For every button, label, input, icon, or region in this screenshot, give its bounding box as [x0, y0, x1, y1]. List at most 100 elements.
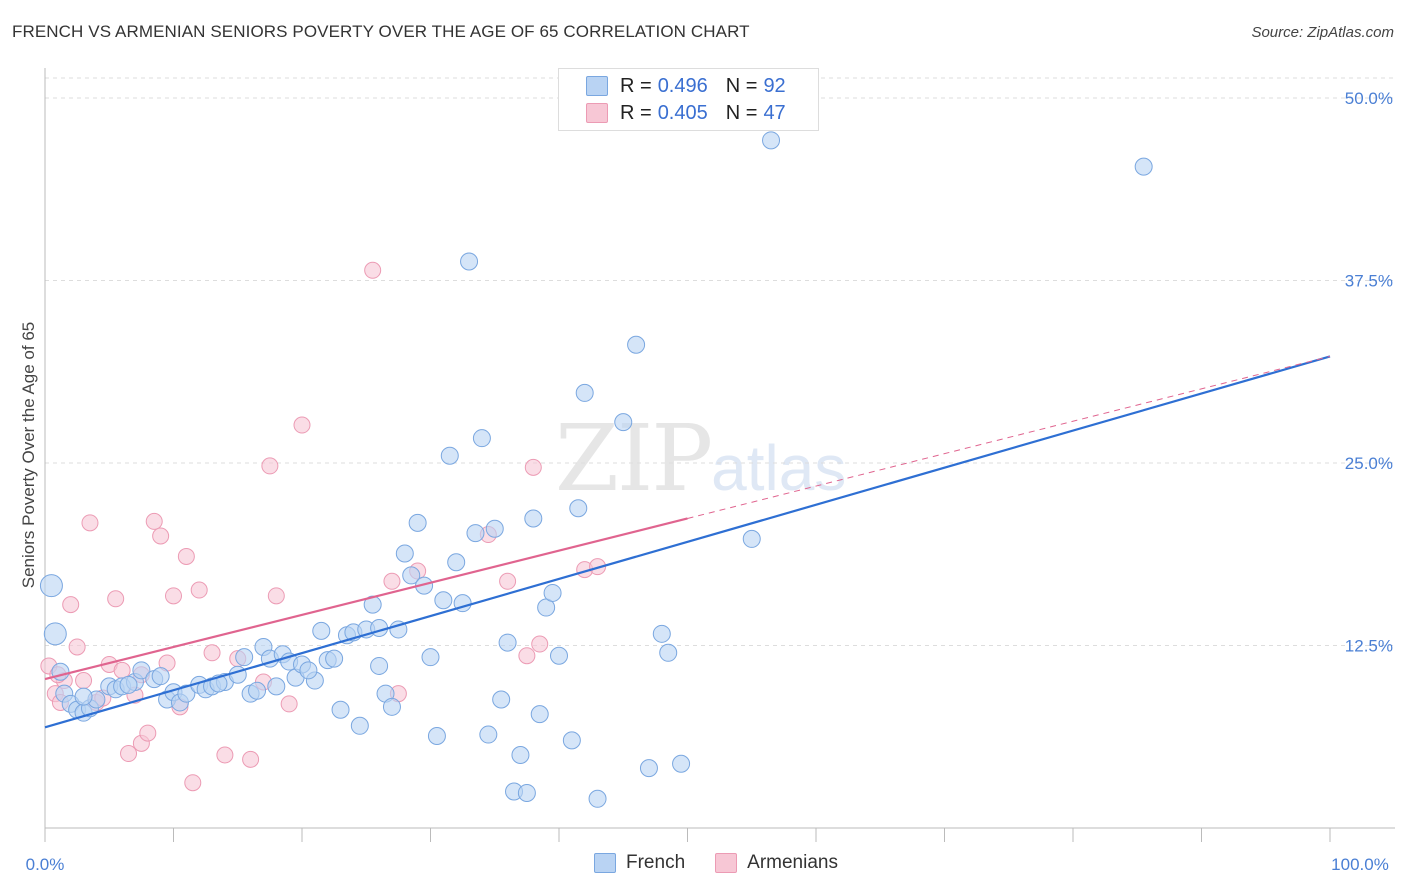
french-point	[575, 383, 594, 402]
armenian-point	[267, 587, 285, 605]
french-point	[543, 583, 562, 602]
legend-r-value-french: 0.496	[657, 74, 708, 97]
french-point	[119, 675, 138, 694]
armenian-point	[139, 724, 157, 742]
chart-title: FRENCH VS ARMENIAN SENIORS POVERTY OVER …	[12, 22, 750, 41]
legend-item-armenians[interactable]: Armenians	[715, 852, 838, 874]
legend-n-value-french: 92	[763, 74, 786, 97]
armenian-point	[152, 527, 170, 545]
french-trendline	[44, 355, 1331, 729]
french-point	[479, 725, 498, 744]
legend-swatch-french	[586, 76, 608, 96]
french-point	[652, 624, 671, 643]
grid	[45, 77, 1395, 646]
french-point	[177, 684, 196, 703]
legend-label-armenians: Armenians	[747, 852, 838, 873]
x-tick-label: 100.0%	[1331, 855, 1389, 874]
french-point	[762, 131, 781, 150]
french-point	[742, 529, 761, 548]
armenian-point	[107, 590, 125, 608]
french-point	[434, 591, 453, 610]
armenian-point	[383, 572, 401, 590]
french-point	[74, 687, 93, 706]
armenian-point	[68, 638, 86, 656]
legend-swatch-armenians	[715, 853, 738, 873]
armenian-point	[177, 547, 195, 565]
legend-r-value-armenians: 0.405	[657, 101, 708, 124]
armenian-point	[518, 647, 536, 665]
french-point	[132, 661, 151, 680]
y-tick-label: 25.0%	[1345, 454, 1393, 473]
legend-swatch-french	[594, 853, 616, 873]
french-point	[562, 731, 581, 750]
french-point	[472, 429, 491, 448]
legend-item-french[interactable]: French	[594, 852, 685, 874]
armenian-point	[242, 750, 260, 768]
french-point	[524, 509, 543, 528]
french-point	[151, 667, 170, 686]
armenian-point	[203, 644, 221, 662]
y-axis-label: Seniors Poverty Over the Age of 65	[19, 322, 38, 588]
french-point	[466, 524, 485, 543]
french-point	[440, 446, 459, 465]
french-point	[350, 716, 369, 735]
french-point	[498, 633, 517, 652]
series-french	[39, 131, 1153, 808]
french-point	[325, 649, 344, 668]
french-point	[530, 705, 549, 724]
armenian-point	[190, 581, 208, 599]
french-point	[614, 413, 633, 432]
french-point	[408, 513, 427, 532]
source-credit: Source: ZipAtlas.com	[1251, 24, 1394, 41]
french-point	[370, 656, 389, 675]
armenian-point	[531, 635, 549, 653]
series-legend: French Armenians	[594, 852, 868, 874]
french-point	[517, 783, 536, 802]
y-tick-label: 37.5%	[1345, 272, 1393, 291]
french-point	[550, 646, 568, 665]
legend-r-label: R =	[620, 74, 652, 97]
armenian-trendline	[44, 517, 688, 681]
french-point	[267, 677, 286, 696]
legend-n-label: N =	[725, 74, 758, 97]
armenian-point	[75, 672, 93, 690]
french-point	[447, 553, 466, 572]
armenian-trendline-extension	[687, 355, 1331, 519]
armenian-point	[81, 514, 99, 532]
french-point	[39, 574, 63, 598]
french-point	[639, 759, 658, 778]
y-tick-label: 12.5%	[1345, 637, 1393, 656]
french-point	[569, 499, 588, 518]
french-point	[312, 621, 331, 640]
french-point	[627, 335, 646, 354]
french-point	[43, 622, 67, 646]
french-point	[1134, 157, 1153, 176]
series-armenians	[40, 261, 607, 792]
french-point	[402, 566, 421, 585]
french-point	[485, 519, 504, 538]
x-tick-label: 0.0%	[26, 855, 65, 874]
french-point	[460, 252, 479, 271]
legend-r-label: R =	[620, 101, 652, 124]
french-point	[235, 648, 254, 667]
watermark-zip: ZIP	[555, 405, 713, 512]
y-tick-label: 50.0%	[1345, 89, 1393, 108]
french-point	[672, 754, 691, 773]
french-point	[492, 690, 511, 709]
french-point	[248, 681, 267, 700]
armenian-point	[62, 596, 80, 614]
french-point	[228, 665, 247, 684]
tick-labels: 12.5% 25.0% 37.5% 50.0% 0.0% 100.0%	[26, 89, 1393, 874]
legend-row-french: R = 0.496 N = 92	[586, 74, 786, 98]
french-point	[511, 746, 530, 764]
french-point	[588, 789, 607, 808]
armenian-point	[113, 661, 131, 679]
french-point	[659, 643, 678, 662]
legend-swatch-armenians	[586, 103, 608, 123]
armenian-point	[280, 695, 298, 713]
armenian-point	[499, 572, 517, 590]
axes	[44, 68, 1395, 842]
legend-n-label: N =	[725, 101, 758, 124]
legend-n-value-armenians: 47	[763, 101, 786, 124]
